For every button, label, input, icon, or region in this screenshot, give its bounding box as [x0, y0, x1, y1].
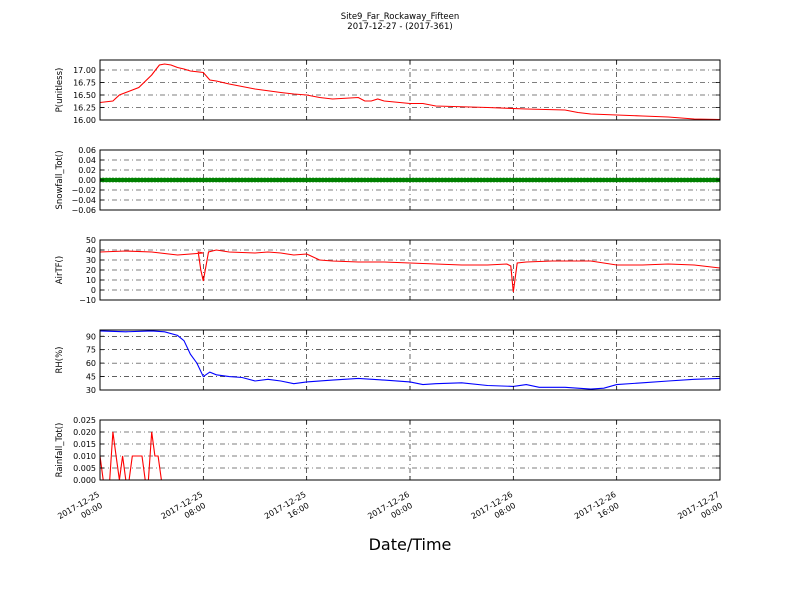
y-tick-label: 0.015: [73, 440, 96, 449]
y-tick-label: 50: [86, 236, 96, 245]
y-tick-label: 16.00: [73, 116, 96, 125]
y-tick-label: 0.005: [73, 464, 96, 473]
y-tick-label: 0.00: [78, 176, 96, 185]
series-line: [100, 431, 720, 480]
y-tick-label: 45: [86, 373, 96, 382]
y-tick-label: 60: [86, 359, 96, 368]
figure-title-line1: Site9_Far_Rockaway_Fifteen: [341, 12, 460, 22]
panel-5: 0.000 0.005 0.010 0.015 0.020 0.025 Rainfall_T…: [55, 416, 721, 485]
y-tick-label: 0.02: [78, 166, 96, 175]
y-tick-label: 0.000: [73, 476, 96, 485]
series-line: [100, 63, 720, 120]
panel-2: −0.06−0.04−0.020.000.020.040.06 Snowfall_…: [55, 146, 721, 215]
y-tick-label: 17.00: [73, 66, 96, 75]
y-tick-label: −0.02: [71, 186, 96, 195]
y-tick-label: 10: [86, 276, 96, 285]
panel-4: 30 45 60 75 90 RH(%): [55, 329, 721, 395]
y-tick-label: 16.75: [73, 79, 96, 88]
y-axis-label: RH(%): [55, 346, 65, 373]
snowfall-points: [100, 177, 720, 183]
y-tick-label: 30: [86, 386, 96, 395]
series-line: [100, 249, 720, 293]
y-tick-label: 0.010: [73, 452, 96, 461]
y-tick-label: 16.50: [73, 91, 96, 100]
y-tick-label: 20: [86, 266, 96, 275]
y-tick-label: −10: [79, 296, 96, 305]
figure-title-line2: 2017-12-27 - (2017-361): [347, 22, 452, 32]
y-tick-label: 30: [86, 256, 96, 265]
y-axis-label: AirTF(): [55, 256, 65, 284]
y-tick-label: −0.04: [71, 196, 96, 205]
y-tick-label: 40: [86, 246, 96, 255]
y-tick-label: 0.025: [73, 416, 96, 425]
y-axis-label: Snowfall_Tot(): [55, 150, 65, 209]
y-tick-label: 0.06: [78, 146, 96, 155]
y-tick-label: 90: [86, 332, 96, 341]
y-axis-label: Rainfall_Tot(): [55, 423, 65, 478]
panels-group: 16.00 16.25 16.50 16.75 17.00 P(unitless) −0.0…: [55, 59, 721, 485]
y-axis-label: P(unitless): [55, 68, 65, 113]
y-tick-label: −0.06: [71, 206, 96, 215]
y-tick-label: 0.04: [78, 156, 96, 165]
y-tick-label: 75: [86, 346, 96, 355]
y-tick-label: 16.25: [73, 104, 96, 113]
y-tick-label: 0: [91, 286, 96, 295]
series-line: [100, 330, 720, 390]
panel-1: 16.00 16.25 16.50 16.75 17.00 P(unitless): [55, 59, 721, 125]
y-tick-label: 0.020: [73, 428, 96, 437]
x-axis-label: Date/Time: [369, 535, 452, 554]
